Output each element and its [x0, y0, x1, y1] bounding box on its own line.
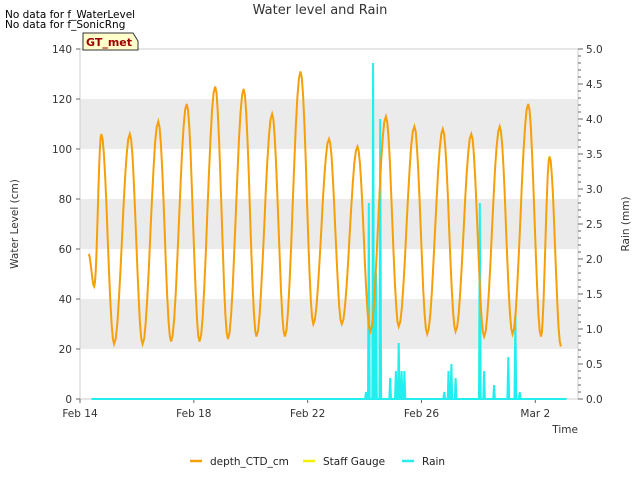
y2-tick-label: 1.5 [586, 289, 603, 301]
legend-label: depth_CTD_cm [210, 456, 289, 468]
y2-tick-label: 1.0 [586, 324, 603, 336]
y2-tick-label: 3.5 [586, 149, 603, 161]
y-tick-label: 100 [52, 144, 72, 156]
series-depth-line [87, 71, 562, 348]
y-tick-label: 40 [59, 294, 72, 306]
y-tick-label: 20 [59, 344, 72, 356]
y-tick-label: 140 [52, 44, 72, 56]
y-tick-label: 120 [52, 94, 72, 106]
y2-tick-label: 5.0 [586, 44, 603, 56]
x-tick-label: Feb 14 [62, 408, 98, 420]
x-tick-label: Mar 2 [520, 408, 550, 420]
y2-tick-label: 4.0 [586, 114, 603, 126]
y-tick-label: 80 [59, 194, 72, 206]
y2-tick-label: 4.5 [586, 79, 603, 91]
y2-tick-label: 2.5 [586, 219, 603, 231]
y2-tick-label: 2.0 [586, 254, 603, 266]
x-tick-label: Feb 22 [290, 408, 325, 420]
y-tick-label: 60 [59, 244, 72, 256]
x-tick-label: Feb 18 [176, 408, 211, 420]
y-axis-label: Water Level (cm) [9, 179, 21, 269]
no-data-note-sonicrng: No data for f_SonicRng [5, 19, 126, 31]
chart-title: Water level and Rain [252, 3, 388, 18]
no-data-note-waterlevel: No data for f_WaterLevel [5, 9, 136, 21]
y2-tick-label: 3.0 [586, 184, 603, 196]
gt-met-badge-label: GT_met [86, 36, 132, 49]
y2-tick-label: 0.5 [586, 359, 603, 371]
y2-axis-label: Rain (mm) [620, 196, 632, 251]
series-rain-line [91, 62, 567, 400]
y2-tick-label: 0.0 [586, 394, 603, 406]
x-tick-label: Feb 26 [404, 408, 440, 420]
legend-label: Staff Gauge [323, 456, 385, 468]
y-tick-label: 0 [65, 394, 72, 406]
gt-met-badge [82, 32, 139, 51]
grid-band [80, 199, 578, 249]
legend-label: Rain [422, 456, 445, 468]
x-axis-label: Time [551, 424, 578, 436]
grid-band [80, 299, 578, 349]
